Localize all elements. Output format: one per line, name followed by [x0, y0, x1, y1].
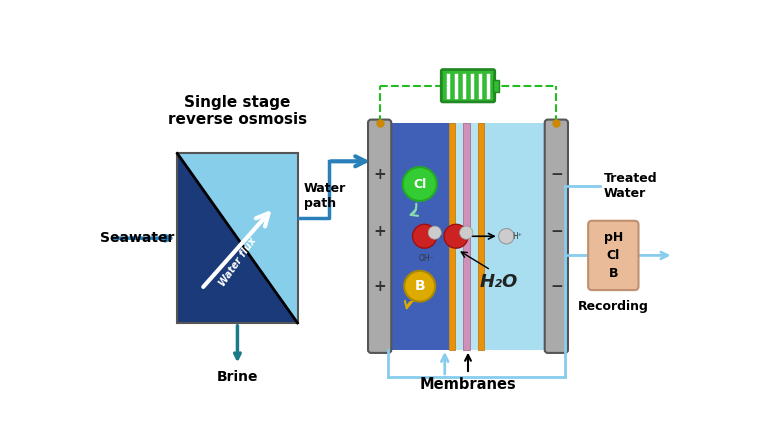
FancyArrowPatch shape — [411, 204, 418, 216]
Text: Seawater: Seawater — [100, 231, 174, 245]
FancyArrowPatch shape — [405, 300, 421, 308]
Text: Membranes: Membranes — [419, 355, 516, 392]
Circle shape — [404, 271, 435, 302]
Bar — [484, 123, 548, 350]
Text: Recording: Recording — [578, 300, 649, 313]
Text: −: − — [550, 224, 563, 239]
Text: pH
Cl
B: pH Cl B — [604, 231, 623, 280]
Text: H⁺: H⁺ — [512, 232, 522, 241]
Text: Water flux: Water flux — [217, 236, 258, 288]
Bar — [449, 123, 455, 350]
Text: B: B — [415, 279, 425, 293]
Text: Treated
Water: Treated Water — [604, 172, 657, 200]
Bar — [177, 153, 297, 323]
Text: Single stage
reverse osmosis: Single stage reverse osmosis — [168, 95, 307, 127]
Bar — [463, 123, 470, 350]
FancyBboxPatch shape — [368, 120, 391, 353]
Text: −: − — [550, 168, 563, 182]
Text: Brine: Brine — [217, 370, 258, 384]
Text: H₂O: H₂O — [479, 273, 518, 291]
Text: +: + — [373, 168, 386, 182]
Circle shape — [459, 226, 473, 239]
Circle shape — [498, 229, 514, 244]
Circle shape — [444, 224, 468, 248]
Polygon shape — [177, 153, 297, 323]
Bar — [493, 80, 498, 92]
Text: +: + — [373, 279, 386, 294]
Bar — [388, 123, 449, 350]
Circle shape — [429, 226, 442, 239]
FancyBboxPatch shape — [588, 221, 638, 290]
Text: Cl: Cl — [413, 178, 426, 191]
Text: OH⁻: OH⁻ — [419, 254, 434, 264]
FancyBboxPatch shape — [545, 120, 568, 353]
Bar — [478, 123, 484, 350]
Text: −: − — [550, 279, 563, 294]
Polygon shape — [177, 153, 297, 323]
Text: +: + — [373, 224, 386, 239]
Circle shape — [402, 167, 437, 201]
Circle shape — [412, 224, 436, 248]
Text: Water
path: Water path — [303, 182, 346, 210]
FancyBboxPatch shape — [442, 70, 495, 102]
Bar — [388, 123, 548, 350]
